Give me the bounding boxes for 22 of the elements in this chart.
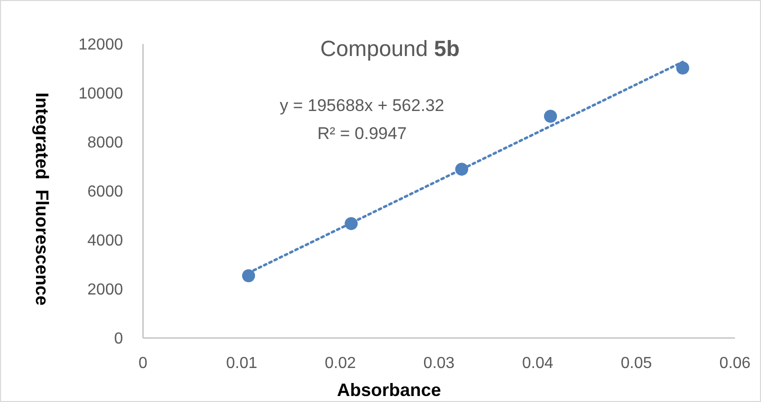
annotation: R² = 0.9947 bbox=[317, 124, 407, 143]
x-tick-label: 0.03 bbox=[423, 355, 455, 372]
y-tick-label: 0 bbox=[114, 330, 124, 348]
x-tick-label: 0.05 bbox=[620, 355, 652, 372]
point bbox=[242, 269, 256, 282]
y-tick-label: 2000 bbox=[87, 282, 124, 299]
y-tick-label: 10000 bbox=[78, 86, 124, 103]
x-axis-title: Absorbance bbox=[336, 380, 442, 400]
y-axis-title: Integrated Fluorescence bbox=[32, 92, 52, 306]
x-tick-label: 0.01 bbox=[226, 355, 258, 372]
y-tick-label: 8000 bbox=[87, 134, 124, 152]
point bbox=[544, 110, 557, 123]
x-tick-label: 0.06 bbox=[719, 355, 751, 372]
y-tick-label: 12000 bbox=[78, 36, 124, 54]
y-tick-label: 6000 bbox=[87, 184, 124, 201]
x-tick-label: 0 bbox=[138, 355, 148, 372]
annotation: y = 195688x + 562.32 bbox=[280, 96, 444, 115]
x-tick-label: 0.02 bbox=[324, 355, 356, 372]
y-tick-label: 4000 bbox=[87, 232, 124, 250]
chart-title: Compound 5b bbox=[320, 36, 460, 61]
point bbox=[676, 62, 690, 75]
x-tick-label: 0.04 bbox=[522, 355, 554, 372]
